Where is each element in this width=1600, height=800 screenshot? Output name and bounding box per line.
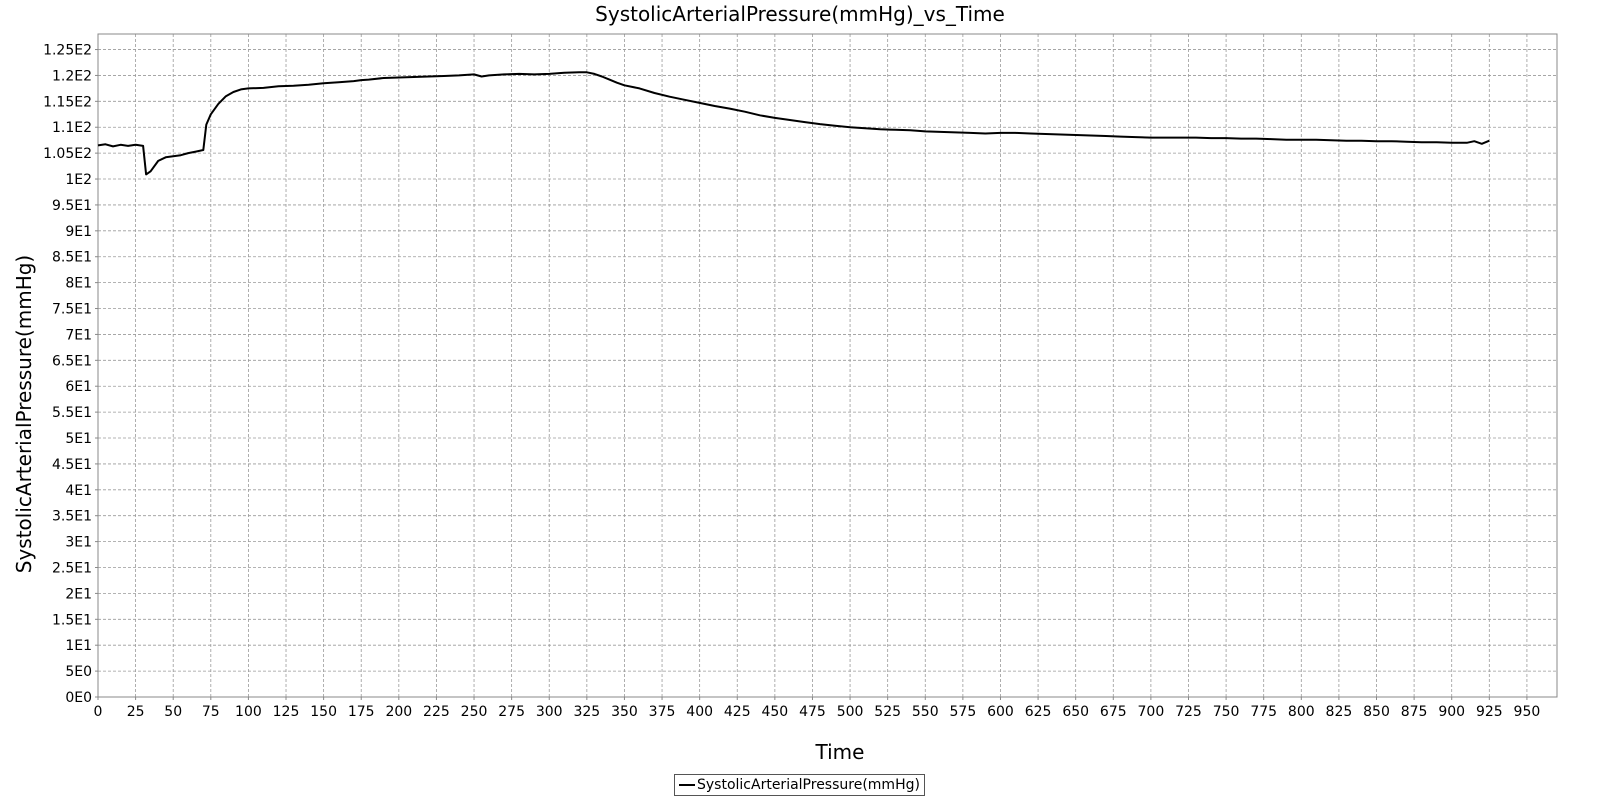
x-tick-label: 925 xyxy=(1476,704,1503,720)
legend-label: SystolicArterialPressure(mmHg) xyxy=(697,777,920,793)
y-tick-label: 7.5E1 xyxy=(52,302,92,318)
x-tick-label: 950 xyxy=(1514,704,1541,720)
y-tick-label: 9E1 xyxy=(65,224,92,240)
x-tick-label: 500 xyxy=(837,704,864,720)
y-tick-label: 8.5E1 xyxy=(52,250,92,266)
x-tick-label: 150 xyxy=(310,704,337,720)
x-tick-label: 375 xyxy=(649,704,676,720)
y-tick-label: 1E2 xyxy=(65,172,92,188)
x-tick-label: 425 xyxy=(724,704,751,720)
y-tick-label: 3.5E1 xyxy=(52,509,92,525)
x-tick-label: 825 xyxy=(1326,704,1353,720)
x-tick-label: 675 xyxy=(1100,704,1127,720)
y-tick-label: 5E0 xyxy=(65,664,92,680)
y-tick-label: 6E1 xyxy=(65,379,92,395)
x-tick-label: 475 xyxy=(799,704,826,720)
x-tick-label: 100 xyxy=(235,704,262,720)
x-tick-label: 600 xyxy=(987,704,1014,720)
x-tick-label: 25 xyxy=(127,704,145,720)
x-tick-label: 325 xyxy=(573,704,600,720)
x-tick-label: 200 xyxy=(385,704,412,720)
y-tick-label: 2.5E1 xyxy=(52,561,92,577)
y-tick-label: 1E1 xyxy=(65,638,92,654)
series-lines xyxy=(97,71,1490,176)
y-tick-label: 1.5E1 xyxy=(52,612,92,628)
x-tick-label: 525 xyxy=(874,704,901,720)
series-line xyxy=(97,71,1490,176)
x-tick-label: 275 xyxy=(498,704,525,720)
y-tick-label: 4E1 xyxy=(65,483,92,499)
x-tick-label: 300 xyxy=(536,704,563,720)
x-tick-label: 75 xyxy=(202,704,220,720)
x-tick-label: 800 xyxy=(1288,704,1315,720)
y-tick-label: 5E1 xyxy=(65,431,92,447)
x-tick-label: 850 xyxy=(1363,704,1390,720)
y-tick-label: 0E0 xyxy=(65,690,92,706)
x-tick-label: 0 xyxy=(94,704,103,720)
y-tick-label: 2E1 xyxy=(65,586,92,602)
x-tick-label: 750 xyxy=(1213,704,1240,720)
y-axis-label: SystolicArterialPressure(mmHg) xyxy=(12,254,36,574)
x-tick-label: 650 xyxy=(1062,704,1089,720)
y-tick-label: 1.25E2 xyxy=(43,43,92,59)
y-tick-label: 1.15E2 xyxy=(43,94,92,110)
x-tick-label: 175 xyxy=(348,704,375,720)
x-tick-label: 700 xyxy=(1138,704,1165,720)
x-tick-label: 625 xyxy=(1025,704,1052,720)
chart-title: SystolicArterialPressure(mmHg)_vs_Time xyxy=(595,2,1005,26)
y-tick-label: 5.5E1 xyxy=(52,405,92,421)
y-tick-label: 8E1 xyxy=(65,276,92,292)
y-tick-label: 1.1E2 xyxy=(52,120,92,136)
x-tick-label: 400 xyxy=(686,704,713,720)
legend: SystolicArterialPressure(mmHg) xyxy=(674,774,925,796)
y-tick-label: 6.5E1 xyxy=(52,353,92,369)
x-tick-label: 550 xyxy=(912,704,939,720)
plot-background xyxy=(98,34,1557,697)
tick-labels: 0 25 50 75 100 125 150 175 200 225 250 275 300 325 350… xyxy=(43,43,1540,720)
y-tick-label: 1.05E2 xyxy=(43,146,92,162)
x-tick-label: 775 xyxy=(1250,704,1277,720)
x-tick-label: 725 xyxy=(1175,704,1202,720)
legend-swatch xyxy=(679,784,695,786)
x-tick-label: 875 xyxy=(1401,704,1428,720)
x-tick-label: 900 xyxy=(1438,704,1465,720)
grid-lines xyxy=(97,34,1557,698)
x-tick-label: 575 xyxy=(950,704,977,720)
x-tick-label: 250 xyxy=(461,704,488,720)
axes xyxy=(97,33,1558,698)
x-axis-label: Time xyxy=(815,740,865,764)
x-tick-label: 125 xyxy=(273,704,300,720)
y-tick-label: 9.5E1 xyxy=(52,198,92,214)
y-tick-label: 7E1 xyxy=(65,327,92,343)
y-tick-label: 3E1 xyxy=(65,535,92,551)
x-tick-label: 225 xyxy=(423,704,450,720)
y-tick-label: 1.2E2 xyxy=(52,68,92,84)
x-tick-label: 50 xyxy=(164,704,182,720)
x-tick-label: 450 xyxy=(761,704,788,720)
x-tick-label: 350 xyxy=(611,704,638,720)
plot-border xyxy=(97,33,1558,698)
y-tick-label: 4.5E1 xyxy=(52,457,92,473)
